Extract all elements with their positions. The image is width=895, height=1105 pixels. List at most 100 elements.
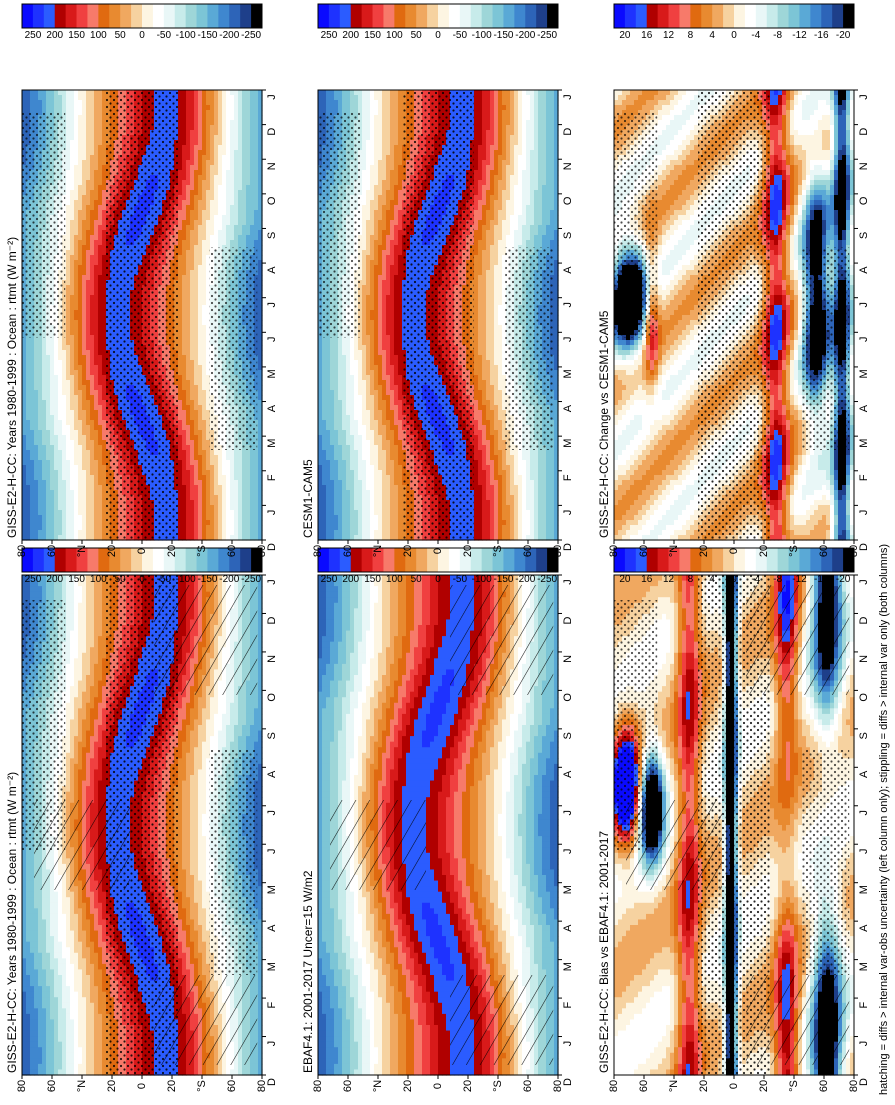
heat-cell xyxy=(190,919,195,926)
heat-cell xyxy=(198,697,203,704)
heat-cell xyxy=(206,886,211,893)
heat-cell xyxy=(34,980,39,987)
heat-cell xyxy=(26,941,31,948)
heat-cell xyxy=(54,975,59,982)
heat-cell xyxy=(102,736,107,743)
heat-cell xyxy=(218,730,223,737)
heat-cell xyxy=(186,947,191,954)
heat-cell xyxy=(190,752,195,759)
heat-cell xyxy=(202,841,207,848)
heat-cell xyxy=(90,1052,95,1059)
heat-cell xyxy=(66,619,71,626)
heat-cell xyxy=(30,975,35,982)
heat-cell xyxy=(234,702,239,709)
heat-cell xyxy=(94,747,99,754)
heat-cell xyxy=(70,902,75,909)
heat-cell xyxy=(86,647,91,654)
heat-cell xyxy=(54,1019,59,1026)
heat-cell xyxy=(98,1036,103,1043)
heat-cell xyxy=(78,630,83,637)
heat-cell xyxy=(198,791,203,798)
heat-cell xyxy=(190,847,195,854)
heat-cell xyxy=(194,791,199,798)
heat-cell xyxy=(86,591,91,598)
heat-cell xyxy=(222,708,227,715)
heat-cell xyxy=(70,897,75,904)
heat-cell xyxy=(194,941,199,948)
heat-cell xyxy=(22,1008,27,1015)
heat-cell xyxy=(82,969,87,976)
heat-cell xyxy=(66,1041,71,1048)
heat-cell xyxy=(194,763,199,771)
heat-cell xyxy=(54,1058,59,1065)
heat-cell xyxy=(198,919,203,926)
heat-cell xyxy=(218,1069,223,1076)
heat-cell xyxy=(194,863,199,871)
heat-cell xyxy=(70,719,75,726)
heat-cell xyxy=(74,980,79,987)
heat-cell xyxy=(198,958,203,965)
heat-cell xyxy=(78,930,83,937)
heat-cell xyxy=(202,875,207,882)
heat-cell xyxy=(182,580,187,587)
heat-cell xyxy=(202,891,207,898)
heat-cell xyxy=(198,797,203,804)
heat-cell xyxy=(50,1008,55,1015)
heat-cell xyxy=(198,963,203,971)
heat-cell xyxy=(78,1052,83,1059)
heat-cell xyxy=(42,1047,47,1054)
heat-cell xyxy=(66,725,71,732)
heat-cell xyxy=(78,669,83,676)
heat-cell xyxy=(30,880,35,887)
heat-cell xyxy=(50,1030,55,1037)
heat-cell xyxy=(182,880,187,887)
heat-cell xyxy=(74,947,79,954)
heat-cell xyxy=(26,980,31,987)
heat-cell xyxy=(230,725,235,732)
heat-cell xyxy=(210,730,215,737)
heat-cell xyxy=(218,741,223,748)
heat-cell xyxy=(82,1002,87,1009)
heat-cell xyxy=(178,769,183,776)
heat-cell xyxy=(94,641,99,648)
heat-cell xyxy=(198,936,203,943)
heat-cell xyxy=(206,580,211,587)
heat-cell xyxy=(186,775,191,782)
heat-cell xyxy=(70,891,75,898)
heat-cell xyxy=(178,902,183,909)
heat-cell xyxy=(66,580,71,587)
heat-cell xyxy=(210,1063,215,1071)
heat-cell xyxy=(202,719,207,726)
heat-cell xyxy=(22,991,27,998)
heat-cell xyxy=(74,786,79,793)
heat-cell xyxy=(82,580,87,587)
heat-cell xyxy=(90,958,95,965)
heat-cell xyxy=(186,1069,191,1076)
heat-cell xyxy=(178,791,183,798)
heat-cell xyxy=(70,630,75,637)
heat-cell xyxy=(46,1047,51,1054)
heat-cell xyxy=(222,736,227,743)
heat-cell xyxy=(182,775,187,782)
heat-cell xyxy=(198,952,203,959)
heat-cell xyxy=(90,913,95,921)
heat-cell xyxy=(90,630,95,637)
heat-cell xyxy=(74,597,79,604)
heat-cell xyxy=(178,725,183,732)
heat-cell xyxy=(182,841,187,848)
heat-cell xyxy=(178,908,183,915)
heat-cell xyxy=(230,702,235,709)
heat-cell xyxy=(74,630,79,637)
heat-cell xyxy=(62,980,67,987)
heat-cell xyxy=(98,669,103,676)
heat-cell xyxy=(82,791,87,798)
heat-cell xyxy=(202,819,207,826)
heat-cell xyxy=(74,763,79,771)
heat-cell xyxy=(66,575,71,582)
heat-cell xyxy=(42,936,47,943)
heat-cell xyxy=(82,575,87,582)
heat-cell xyxy=(82,747,87,754)
heat-cell xyxy=(38,930,43,937)
heat-cell xyxy=(26,969,31,976)
heat-cell xyxy=(94,736,99,743)
